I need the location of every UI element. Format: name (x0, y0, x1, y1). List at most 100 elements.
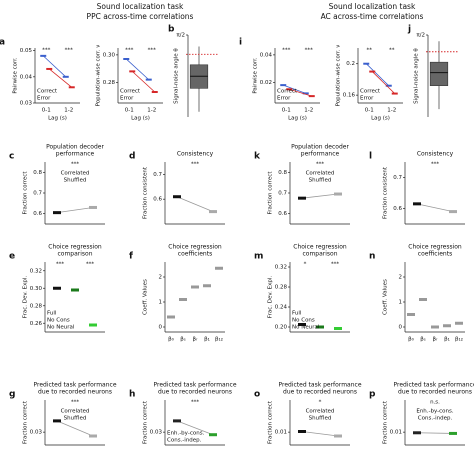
point (334, 434, 342, 438)
point (215, 266, 223, 270)
y-tick-label: 0.2 (346, 61, 355, 67)
panel-title: due to recorded neurons (158, 389, 232, 396)
box (429, 61, 449, 86)
y-tick-label: π/2 (176, 33, 185, 39)
y-tick-label: 0.30 (30, 286, 43, 292)
legend-entry: Correct (37, 89, 58, 95)
legend-entry: Error (120, 96, 134, 102)
x-tick-label: 0-1 (365, 108, 374, 114)
y-tick-label: 0.7 (393, 175, 402, 181)
x-tick-label: βₛ (180, 337, 186, 343)
point (179, 298, 187, 301)
column-subtitle: AC across-time correlations (321, 12, 424, 21)
point (298, 430, 306, 433)
x-axis-label: Lag (s) (48, 116, 67, 122)
significance: *** (305, 48, 314, 54)
panel-letter: i (239, 38, 242, 48)
y-tick-label: 0.6 (278, 211, 287, 217)
significance: n.s. (430, 400, 440, 406)
significance: * (319, 400, 322, 406)
point (173, 195, 181, 199)
column-subtitle: PPC across-time correlations (87, 12, 194, 21)
legend-entry: Error (37, 96, 51, 102)
y-axis-label: Pairwise corr. (253, 57, 259, 94)
legend-entry: Correlated (306, 171, 335, 177)
point (191, 285, 199, 289)
point (89, 205, 97, 209)
panel-letter: b (168, 25, 175, 35)
significance: *** (56, 262, 65, 268)
x-tick-label: βᵣ (193, 337, 199, 343)
legend-entry: Cons.-indep. (167, 438, 202, 444)
x-axis-label: Lag (s) (288, 116, 307, 122)
y-tick-label: 0.8 (278, 170, 287, 176)
panel-title: Predicted task performance (393, 382, 474, 389)
panel-title: Choice regression (408, 244, 462, 251)
column-title: Sound localization task (97, 2, 184, 11)
significance: * (304, 262, 307, 268)
y-tick-label: 0.20 (275, 325, 288, 331)
point (71, 288, 79, 292)
panel-title: performance (301, 151, 340, 158)
y-axis-label: Population-wise corr. ν (336, 45, 342, 107)
column-title: Sound localization task (329, 2, 416, 11)
point (89, 323, 97, 327)
y-tick-label: 0.04 (260, 52, 273, 58)
panel-letter: h (129, 390, 135, 400)
x-tick-label: 0-1 (42, 108, 51, 114)
panel-title: due to recorded neurons (398, 389, 472, 396)
point (413, 202, 421, 206)
panel-title: Population decoder (46, 144, 104, 151)
panel-title: comparison (57, 251, 92, 258)
panel-letter: f (129, 252, 133, 262)
x-tick-label: 0-1 (125, 108, 134, 114)
y-tick-label: 0.26 (30, 321, 43, 327)
point (167, 315, 175, 319)
y-axis-label: Fraction correct (383, 400, 389, 444)
panel-title: Choice regression (168, 244, 222, 251)
significance: *** (125, 48, 134, 54)
y-axis-label: Coeff. Values (383, 279, 389, 315)
point (431, 325, 439, 329)
y-tick-label: 0.28 (103, 80, 116, 86)
point (413, 431, 421, 435)
y-tick-label: 1 (159, 300, 163, 306)
panel-letter: o (254, 390, 260, 400)
y-tick-label: 0.16 (343, 93, 356, 99)
panel-title: performance (56, 151, 95, 158)
legend-entry: Correlated (61, 171, 90, 177)
panel-title: coefficients (178, 251, 212, 258)
x-tick-label: βₛ (420, 337, 426, 343)
y-tick-label: 0.6 (393, 206, 402, 212)
y-tick-label: 0.24 (275, 305, 288, 311)
y-tick-label: 0.28 (275, 285, 288, 291)
panel-title: Choice regression (48, 244, 102, 251)
significance: ** (367, 48, 373, 54)
panel-title: comparison (302, 251, 337, 258)
y-tick-label: 0.30 (103, 52, 116, 58)
point (53, 211, 61, 215)
connector (56, 420, 94, 437)
point (203, 284, 211, 288)
y-axis-label: Population-wise corr. ν (96, 45, 102, 107)
significance: *** (431, 162, 440, 168)
panel-title: due to recorded neurons (283, 389, 357, 396)
legend-entry: Shuffled (309, 178, 332, 184)
legend-entry: Correct (360, 89, 381, 95)
significance: *** (71, 400, 80, 406)
y-tick-label: π/2 (416, 33, 425, 39)
panel-title: Predicted task performance (33, 382, 116, 389)
connector (176, 420, 214, 436)
significance: *** (316, 162, 325, 168)
significance: *** (71, 162, 80, 168)
y-tick-label: 0 (159, 325, 163, 331)
significance: *** (148, 48, 157, 54)
x-axis-label: Lag (s) (371, 116, 390, 122)
significance: *** (65, 48, 74, 54)
panel-letter: n (369, 252, 375, 262)
y-tick-label: 0.8 (33, 170, 42, 176)
y-axis-label: Frac. Dev. Expl. (23, 276, 29, 319)
y-tick-label: 0.6 (33, 211, 42, 217)
y-axis-label: Fraction correct (268, 400, 274, 444)
point (209, 433, 217, 437)
